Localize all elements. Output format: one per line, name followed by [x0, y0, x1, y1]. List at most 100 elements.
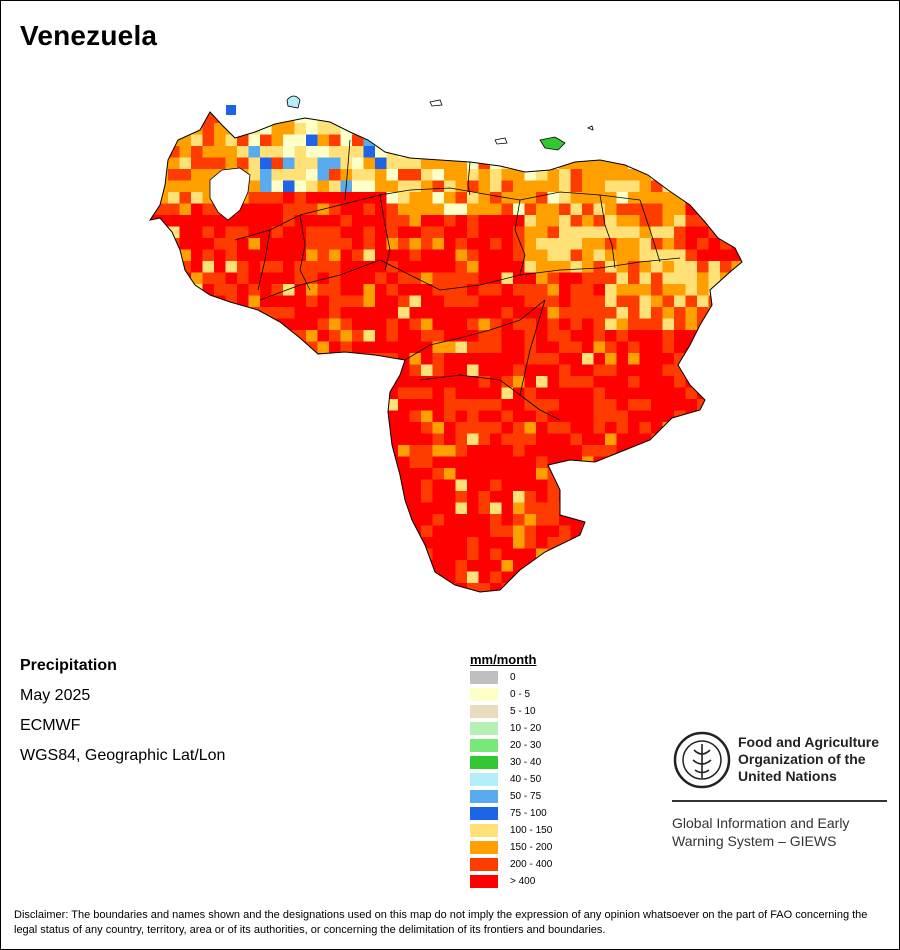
grid-cell: [375, 445, 387, 457]
grid-cell: [363, 123, 376, 135]
grid-cell: [398, 112, 410, 124]
grid-cell: [283, 134, 295, 147]
grid-cell: [593, 341, 606, 354]
grid-cell: [524, 215, 537, 227]
grid-cell: [421, 169, 433, 181]
grid-cell: [386, 318, 399, 331]
grid-cell: [214, 479, 226, 492]
grid-cell: [386, 249, 399, 262]
grid-cell: [409, 422, 422, 434]
grid-cell: [501, 583, 514, 592]
grid-cell: [237, 226, 249, 239]
grid-cell: [156, 295, 169, 308]
grid-cell: [317, 433, 330, 446]
grid-cell: [225, 330, 238, 342]
grid-cell: [398, 272, 410, 285]
grid-cell: [202, 249, 215, 262]
legend-swatch: [470, 841, 498, 854]
grid-cell: [409, 410, 422, 423]
grid-cell: [559, 169, 571, 181]
grid-cell: [214, 387, 226, 400]
grid-cell: [375, 215, 387, 227]
grid-cell: [708, 548, 721, 561]
grid-cell: [398, 364, 410, 377]
grid-cell: [248, 456, 261, 469]
grid-cell: [628, 134, 640, 147]
grid-cell: [628, 422, 640, 434]
grid-cell: [639, 157, 652, 170]
grid-cell: [616, 123, 629, 135]
grid-cell: [616, 560, 629, 572]
grid-cell: [524, 330, 537, 342]
grid-cell: [570, 548, 583, 561]
grid-cell: [513, 479, 525, 492]
grid-cell: [294, 112, 307, 124]
grid-cell: [329, 192, 341, 204]
grid-cell: [317, 583, 330, 592]
grid-cell: [513, 595, 525, 607]
grid-cell: [444, 410, 456, 423]
grid-cell: [271, 548, 284, 561]
grid-cell: [501, 238, 514, 250]
grid-cell: [283, 180, 295, 193]
grid-cell: [478, 123, 491, 135]
grid-cell: [409, 226, 422, 239]
grid-cell: [490, 376, 502, 388]
grid-cell: [524, 353, 537, 365]
grid-cell: [628, 468, 640, 480]
grid-cell: [478, 146, 491, 158]
grid-cell: [363, 491, 376, 503]
grid-cell: [743, 123, 755, 135]
grid-cell: [651, 249, 663, 262]
grid-cell: [490, 272, 502, 285]
grid-cell: [662, 157, 675, 170]
grid-cell: [363, 169, 376, 181]
grid-cell: [329, 468, 341, 480]
grid-cell: [386, 203, 399, 216]
grid-cell: [559, 295, 571, 308]
grid-cell: [237, 433, 249, 446]
grid-cell: [150, 226, 157, 239]
grid-cell: [398, 295, 410, 308]
grid-cell: [363, 376, 376, 388]
grid-cell: [651, 203, 663, 216]
grid-cell: [421, 261, 433, 273]
grid-cell: [743, 204, 755, 216]
legend-label: 50 - 75: [510, 791, 542, 802]
grid-cell: [674, 226, 686, 239]
grid-cell: [478, 548, 491, 561]
grid-cell: [191, 112, 203, 124]
grid-cell: [467, 318, 479, 331]
grid-cell: [501, 307, 514, 319]
grid-cell: [570, 502, 583, 515]
grid-cell: [479, 595, 491, 607]
grid-cell: [202, 502, 215, 515]
grid-cell: [467, 560, 479, 572]
grid-cell: [501, 422, 514, 434]
grid-cell: [168, 284, 180, 296]
grid-cell: [363, 433, 376, 446]
grid-cell: [260, 514, 272, 526]
grid-cell: [179, 203, 192, 216]
grid-cell: [605, 284, 617, 296]
grid-cell: [432, 422, 445, 434]
grid-cell: [432, 284, 445, 296]
grid-cell: [363, 410, 376, 423]
grid-cell: [398, 134, 410, 147]
grid-cell: [191, 215, 203, 227]
grid-cell: [628, 180, 640, 193]
grid-cell: [708, 249, 721, 262]
grid-cell: [191, 272, 203, 285]
grid-cell: [490, 595, 502, 607]
grid-cell: [605, 433, 617, 446]
grid-cell: [352, 284, 364, 296]
grid-cell: [651, 146, 663, 158]
grid-cell: [329, 238, 341, 250]
grid-cell: [536, 330, 548, 342]
grid-cell: [271, 146, 284, 158]
grid-cell: [248, 238, 261, 250]
grid-cell: [168, 215, 180, 227]
grid-cell: [191, 249, 203, 262]
grid-cell: [432, 157, 445, 170]
grid-cell: [202, 364, 215, 377]
